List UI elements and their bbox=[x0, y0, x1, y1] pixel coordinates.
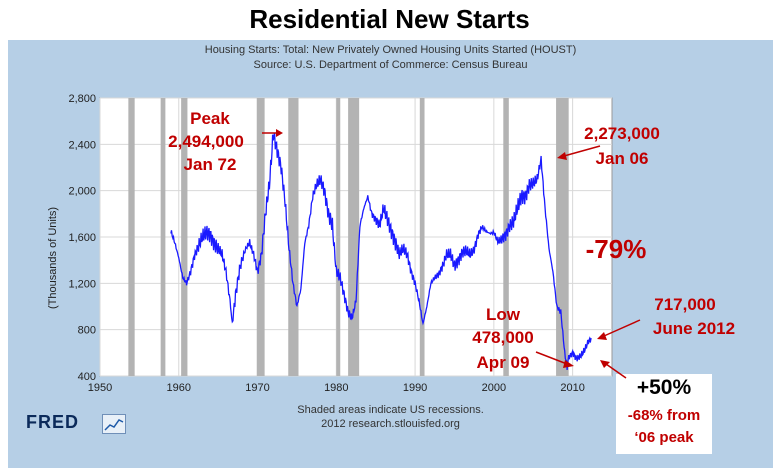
low-arrow bbox=[535, 351, 568, 365]
recession-note: Shaded areas indicate US recessions. bbox=[297, 404, 484, 416]
x-tick-label: 2010 bbox=[560, 382, 584, 394]
y-axis: 400 800 1,200 1,600 2,000 2,400 2,800 bbox=[68, 93, 96, 383]
y-axis-label: (Thousands of Units) bbox=[47, 207, 59, 309]
low-word: Low bbox=[486, 305, 521, 324]
recession-bands bbox=[128, 98, 569, 376]
gain-percent: +50% bbox=[637, 376, 692, 399]
recession-band bbox=[160, 98, 166, 376]
low-value: 478,000 bbox=[472, 328, 533, 347]
x-tick-label: 2000 bbox=[482, 382, 506, 394]
low-date: Apr 09 bbox=[477, 353, 530, 372]
y-tick-label: 800 bbox=[78, 325, 96, 337]
x-tick-label: 1970 bbox=[245, 382, 269, 394]
drop-percent: -79% bbox=[586, 234, 647, 264]
x-tick-label: 1950 bbox=[88, 382, 112, 394]
y-tick-label: 2,400 bbox=[68, 139, 96, 151]
x-axis: 1950 1960 1970 1980 1990 2000 2010 bbox=[88, 382, 585, 394]
y-tick-label: 1,600 bbox=[68, 232, 96, 244]
recent-value: 717,000 bbox=[654, 295, 715, 314]
fred-chart-icon bbox=[102, 414, 126, 434]
x-tick-label: 1980 bbox=[324, 382, 348, 394]
main-title: Residential New Starts bbox=[249, 4, 530, 34]
peak-value: 2,494,000 bbox=[168, 132, 244, 151]
y-tick-label: 400 bbox=[78, 371, 96, 383]
recent-arrow bbox=[603, 319, 641, 337]
recession-band bbox=[256, 98, 265, 376]
y-tick-label: 2,800 bbox=[68, 93, 96, 105]
from-peak-line2: ‘06 peak bbox=[634, 429, 694, 446]
top06-arrow bbox=[563, 145, 601, 157]
top06-arrowhead bbox=[557, 152, 567, 160]
from-peak-line1: -68% from bbox=[628, 407, 701, 424]
recession-band bbox=[336, 98, 341, 376]
recession-band bbox=[128, 98, 135, 376]
peak-date: Jan 72 bbox=[184, 155, 237, 174]
recent-arrowhead bbox=[597, 332, 607, 340]
x-tick-label: 1960 bbox=[167, 382, 191, 394]
x-tick-label: 1990 bbox=[403, 382, 427, 394]
low-arrowhead bbox=[563, 360, 574, 368]
credit-text: 2012 research.stlouisfed.org bbox=[321, 418, 460, 430]
peak-arrowhead bbox=[276, 129, 283, 137]
recession-band bbox=[419, 98, 425, 376]
series-line bbox=[170, 132, 592, 370]
recession-band bbox=[348, 98, 360, 376]
top06-date: Jan 06 bbox=[596, 149, 649, 168]
y-tick-label: 1,200 bbox=[68, 278, 96, 290]
chart-title: Housing Starts: Total: New Privately Own… bbox=[204, 44, 577, 56]
fred-logo: FRED bbox=[26, 412, 79, 432]
recession-band bbox=[288, 98, 299, 376]
callout-box bbox=[616, 374, 712, 454]
recession-band bbox=[556, 98, 569, 376]
recession-band bbox=[181, 98, 188, 376]
chart-subtitle: Source: U.S. Department of Commerce: Cen… bbox=[253, 59, 528, 71]
recent-date: June 2012 bbox=[653, 319, 735, 338]
top06-value: 2,273,000 bbox=[584, 124, 660, 143]
peak-word: Peak bbox=[190, 109, 230, 128]
gain-arrowhead bbox=[600, 360, 610, 368]
gain-arrow bbox=[605, 363, 627, 379]
y-tick-label: 2,000 bbox=[68, 186, 96, 198]
